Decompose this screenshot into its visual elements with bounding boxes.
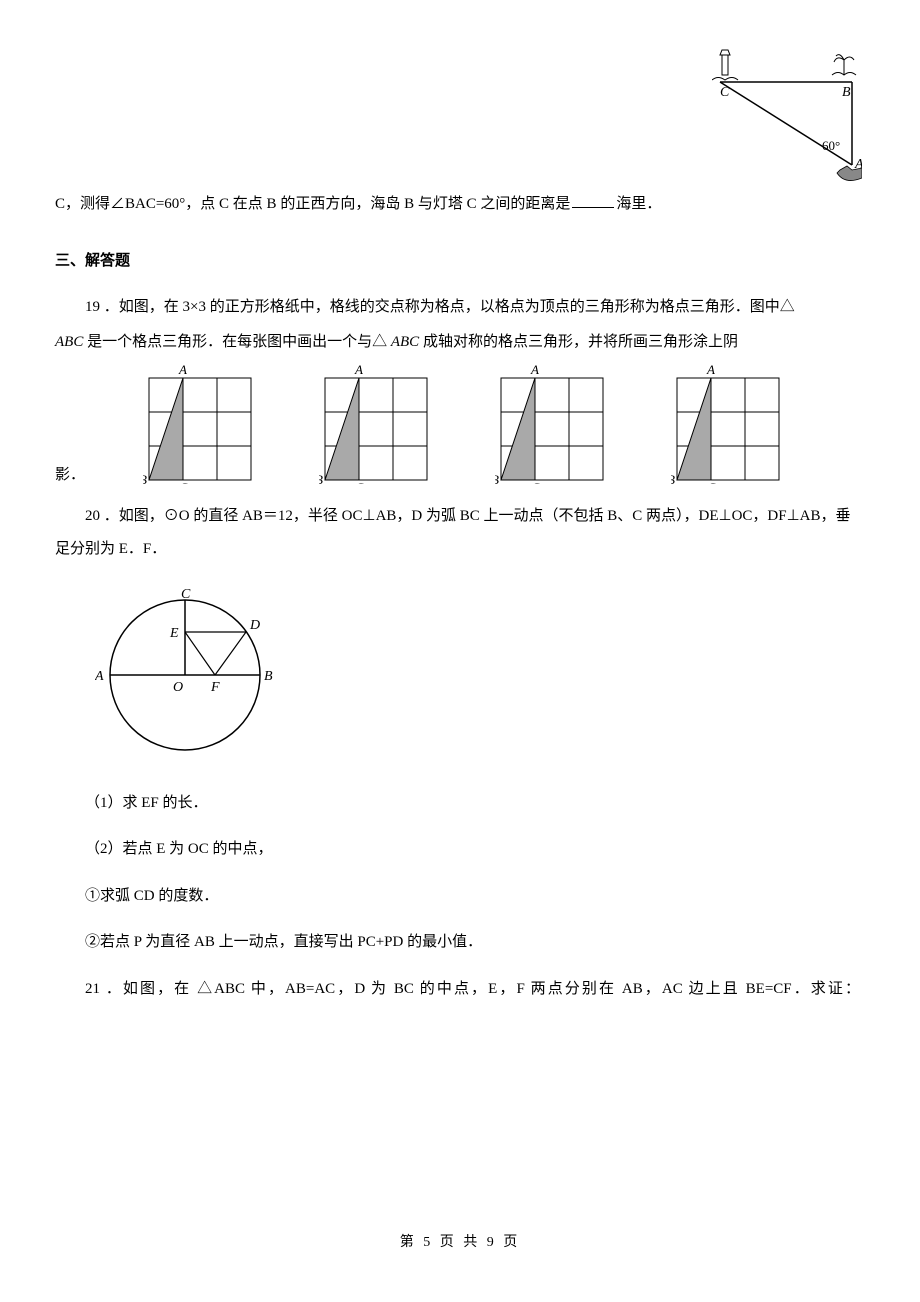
- footer-c: 页: [497, 1235, 521, 1250]
- q21-text-a: 如图，在 △ABC 中，AB=AC，D 为 BC 的中点，E，F 两点分别在 A…: [123, 981, 860, 997]
- q20-sub2: （2）若点 E 为 OC 的中点，: [55, 835, 860, 864]
- q19-grid-3: A B C: [495, 362, 613, 484]
- q19-suffix: 影．: [55, 461, 85, 490]
- svg-text:A: A: [354, 362, 363, 377]
- island-icon: [832, 55, 856, 75]
- q20-text-a: 如图，⊙O 的直径 AB＝12，半径 OC⊥AB，D 为弧 BC 上一动点（不包…: [119, 508, 851, 524]
- label-b: B: [842, 85, 851, 100]
- svg-text:B: B: [319, 472, 323, 484]
- svg-text:C: C: [355, 480, 364, 484]
- svg-text:B: B: [143, 472, 147, 484]
- svg-text:C: C: [707, 480, 716, 484]
- svg-text:F: F: [210, 680, 220, 695]
- label-angle: 60°: [822, 138, 840, 153]
- svg-text:E: E: [169, 626, 179, 641]
- svg-text:C: C: [181, 587, 191, 602]
- footer-total: 9: [487, 1235, 497, 1250]
- svg-text:C: C: [531, 480, 540, 484]
- svg-text:B: B: [264, 669, 273, 684]
- q20-figure: C D E A B O F: [95, 585, 860, 771]
- q19-text-b: 是一个格点三角形．在每张图中画出一个与△: [87, 334, 387, 350]
- q20-sub2b: ②若点 P 为直径 AB 上一动点，直接写出 PC+PD 的最小值．: [55, 928, 860, 957]
- q18-suffix: 海里．: [616, 190, 661, 219]
- lighthouse-icon: [712, 50, 738, 80]
- q18-blank: [572, 207, 614, 208]
- svg-text:A: A: [706, 362, 715, 377]
- q19-num: 19 ．: [85, 299, 119, 315]
- q19-grid-4: A B C: [671, 362, 789, 484]
- q20-text: 20 ．如图，⊙O 的直径 AB＝12，半径 OC⊥AB，D 为弧 BC 上一动…: [55, 502, 860, 531]
- svg-text:B: B: [495, 472, 499, 484]
- q20-num: 20 ．: [85, 508, 119, 524]
- q19-grid-2: A B C: [319, 362, 437, 484]
- svg-text:C: C: [179, 480, 188, 484]
- svg-text:A: A: [530, 362, 539, 377]
- q20-sub2a: ①求弧 CD 的度数．: [55, 882, 860, 911]
- q19-grid-1: A B C: [143, 362, 261, 484]
- q21-text: 21 ．如图，在 △ABC 中，AB=AC，D 为 BC 的中点，E，F 两点分…: [55, 975, 860, 1004]
- footer-b: 页 共: [433, 1235, 487, 1250]
- q18-figure: C B 60° A: [712, 40, 862, 190]
- q19-abc1: ABC: [55, 334, 83, 350]
- footer-current: 5: [423, 1235, 433, 1250]
- svg-text:B: B: [671, 472, 675, 484]
- svg-text:O: O: [173, 680, 183, 695]
- q20-text2: 足分别为 E．F．: [55, 535, 860, 564]
- q20-sub1: （1）求 EF 的长．: [55, 789, 860, 818]
- q18-prefix: C，测得∠BAC=60°，点 C 在点 B 的正西方向，海岛 B 与灯塔 C 之…: [55, 190, 570, 219]
- q19-abc2: ABC: [391, 334, 419, 350]
- q19-text-a: 如图，在 3×3 的正方形格纸中，格线的交点称为格点，以格点为顶点的三角形称为格…: [119, 299, 795, 315]
- svg-text:A: A: [178, 362, 187, 377]
- svg-text:D: D: [249, 618, 260, 633]
- page-footer: 第 5 页 共 9 页: [0, 1230, 920, 1257]
- svg-text:A: A: [95, 669, 104, 684]
- q18-text: C，测得∠BAC=60°，点 C 在点 B 的正西方向，海岛 B 与灯塔 C 之…: [55, 190, 860, 219]
- q21-num: 21 ．: [85, 981, 123, 997]
- q19-text-c: 成轴对称的格点三角形，并将所画三角形涂上阴: [423, 334, 738, 350]
- q19-grids: 影． A B C A B C A B C: [55, 362, 860, 484]
- q19-text: 19 ．如图，在 3×3 的正方形格纸中，格线的交点称为格点，以格点为顶点的三角…: [55, 293, 860, 322]
- footer-a: 第: [400, 1235, 424, 1250]
- q19-text-line2: ABC 是一个格点三角形．在每张图中画出一个与△ ABC 成轴对称的格点三角形，…: [55, 328, 860, 357]
- section-3-heading: 三、解答题: [55, 247, 860, 276]
